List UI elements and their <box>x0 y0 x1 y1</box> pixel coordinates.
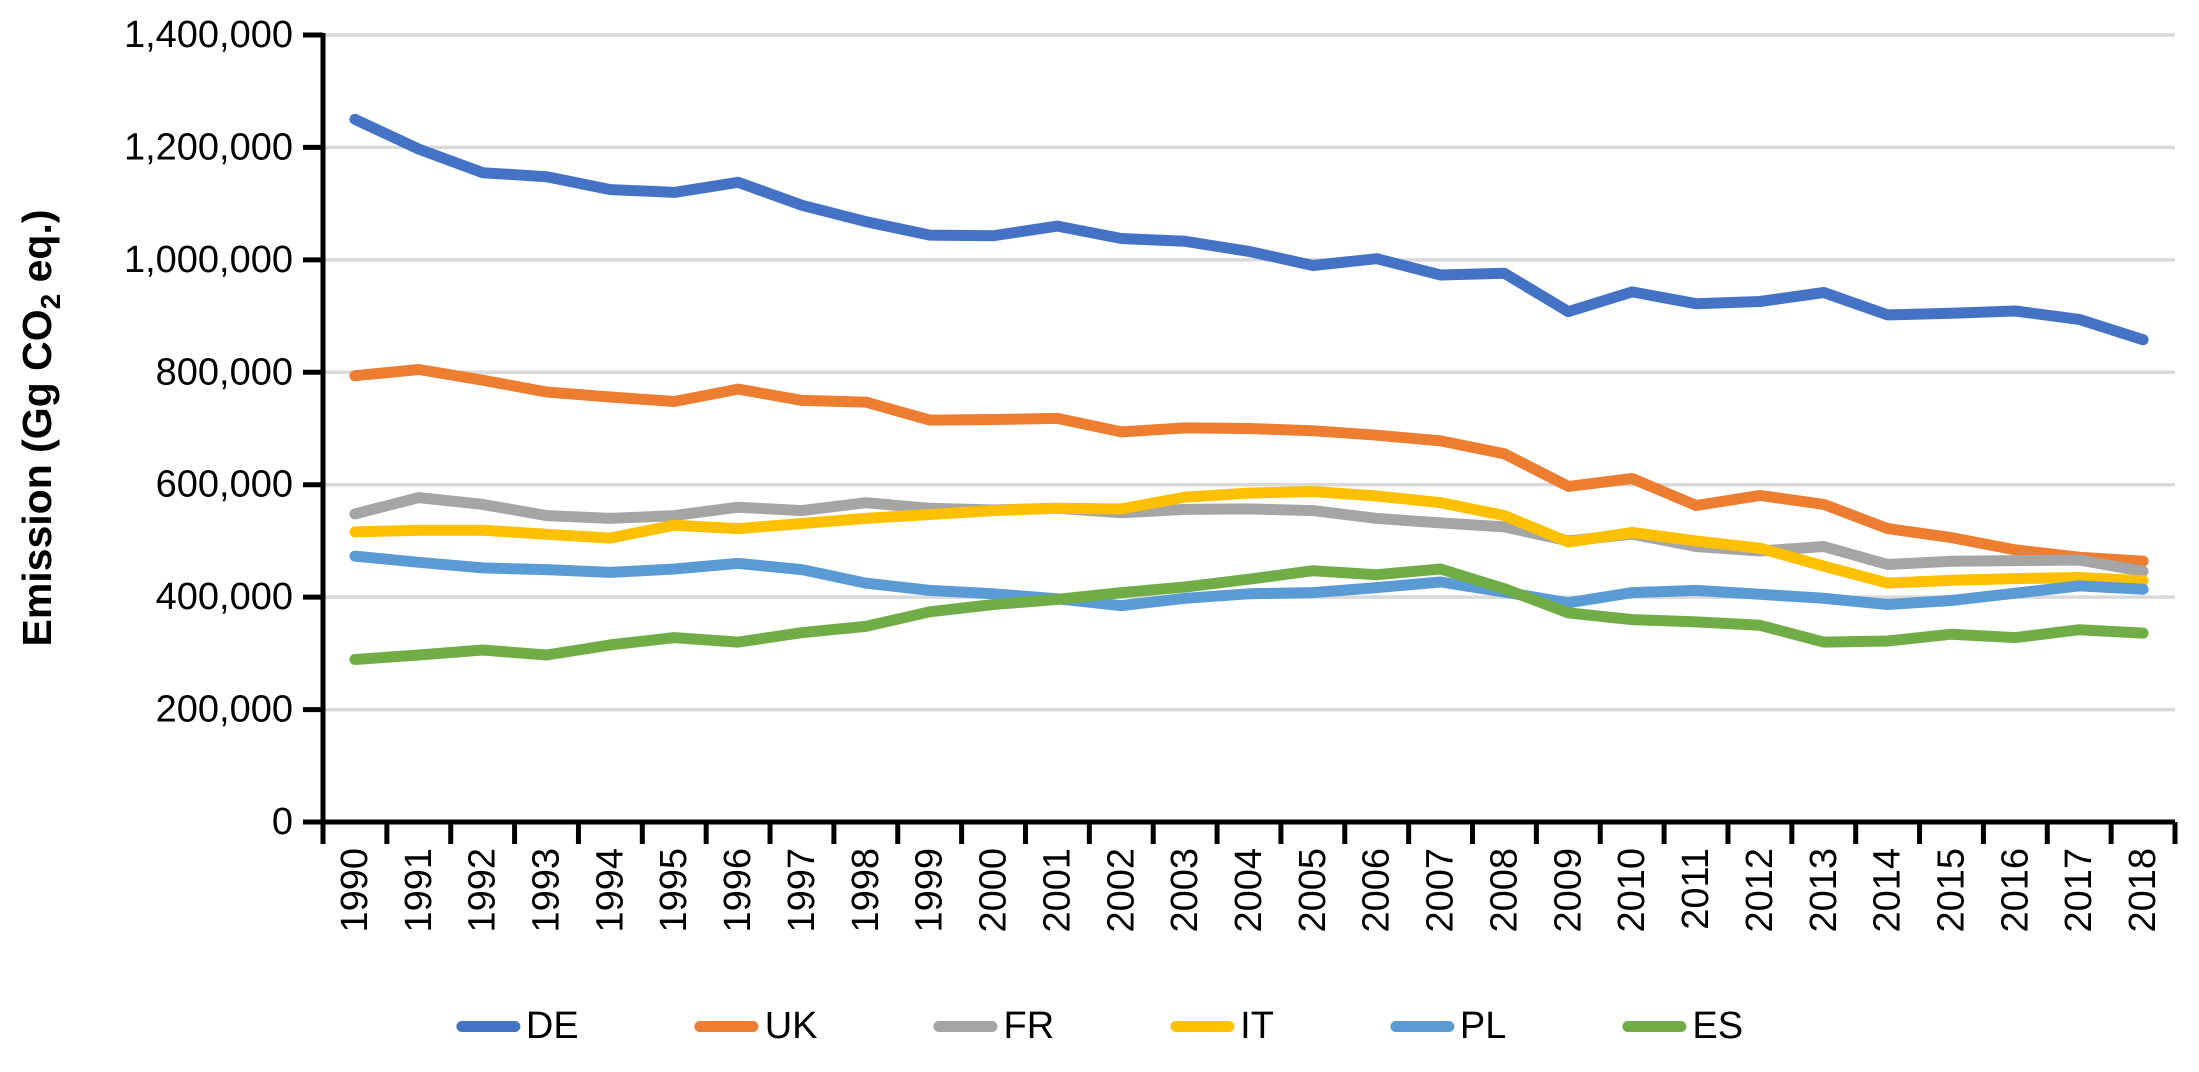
x-tick-label-year: 2012 <box>1739 848 1781 933</box>
series-line-pl <box>349 550 2149 612</box>
x-tick-label-year: 2009 <box>1547 848 1589 933</box>
legend-swatch-it <box>1170 1021 1235 1032</box>
x-tick-label-year: 2011 <box>1675 848 1717 930</box>
legend-label-pl: PL <box>1459 1005 1507 1047</box>
legend-swatch-pl <box>1389 1021 1454 1032</box>
y-tick-label: 400,000 <box>156 576 293 618</box>
legend-label-fr: FR <box>1003 1005 1055 1047</box>
series-line-uk <box>349 364 2149 567</box>
x-tick-label-year: 2001 <box>1036 848 1078 933</box>
legend: DE UK FR IT PL ES <box>455 1005 1743 1048</box>
plot-area: 0 200,000 400,000 600,000 800,000 1,000,000 1,… <box>124 14 2178 933</box>
x-tick-label-year: 1993 <box>526 848 568 933</box>
series-line-fr <box>349 492 2149 577</box>
axes <box>303 33 2175 844</box>
x-tick-label-year: 2006 <box>1356 848 1398 933</box>
y-axis-title-suffix: eq.) <box>14 209 60 294</box>
y-tick-label: 1,200,000 <box>124 126 293 168</box>
legend-item-uk: UK <box>694 1005 818 1048</box>
x-axis-ticks-and-labels: 1990 1991 1992 1993 1994 1995 1996 1997 1998 1999… <box>320 822 2178 933</box>
gridlines <box>323 33 2175 712</box>
y-tick-label: 1,400,000 <box>124 14 293 56</box>
x-tick-label-year: 1992 <box>462 848 504 933</box>
y-tick-label: 0 <box>272 801 293 843</box>
series-line-de <box>349 113 2149 346</box>
y-axis-title: Emission (Gg CO2 eq.) <box>11 0 67 878</box>
y-axis-title-subscript: 2 <box>35 293 67 310</box>
x-tick-label-year: 2000 <box>973 848 1015 933</box>
data-series <box>349 113 2149 665</box>
y-tick-label: 1,000,000 <box>124 239 293 281</box>
series-line-it <box>349 486 2149 589</box>
series-line-es <box>349 563 2149 665</box>
x-tick-label-year: 1991 <box>398 848 440 933</box>
legend-swatch-de <box>455 1021 520 1032</box>
x-tick-label-year: 2014 <box>1867 848 1909 933</box>
legend-item-it: IT <box>1170 1005 1274 1048</box>
legend-item-pl: PL <box>1389 1005 1507 1048</box>
x-tick-label-year: 1990 <box>334 848 376 933</box>
legend-swatch-uk <box>694 1021 759 1032</box>
legend-swatch-fr <box>933 1021 998 1032</box>
x-tick-label-year: 2002 <box>1100 848 1142 933</box>
x-tick-label-year: 1994 <box>589 848 631 933</box>
legend-swatch-es <box>1622 1021 1687 1032</box>
y-tick-label: 200,000 <box>156 689 293 731</box>
legend-item-fr: FR <box>933 1005 1054 1048</box>
legend-item-es: ES <box>1622 1005 1743 1048</box>
x-tick-label-year: 1999 <box>909 848 951 933</box>
legend-label-uk: UK <box>764 1005 818 1047</box>
y-tick-label: 600,000 <box>156 464 293 506</box>
x-tick-label-year: 1995 <box>653 848 695 933</box>
x-tick-label-year: 2008 <box>1483 848 1525 933</box>
x-tick-label-year: 1996 <box>717 848 759 933</box>
x-tick-label-year: 2010 <box>1611 848 1653 933</box>
x-tick-label-year: 2017 <box>2058 848 2100 933</box>
legend-label-it: IT <box>1240 1005 1274 1047</box>
y-axis-title-text: Emission (Gg CO <box>14 309 60 647</box>
x-tick-label-year: 2013 <box>1803 848 1845 933</box>
x-tick-label-year: 1998 <box>845 848 887 933</box>
y-tick-label: 800,000 <box>156 351 293 393</box>
x-tick-label-year: 2016 <box>1994 848 2036 933</box>
x-tick-label-year: 2018 <box>2122 848 2164 933</box>
x-tick-label-year: 2003 <box>1164 848 1206 933</box>
legend-label-es: ES <box>1692 1005 1744 1047</box>
x-tick-label-year: 1997 <box>781 848 823 933</box>
legend-item-de: DE <box>455 1005 579 1048</box>
x-tick-label-year: 2004 <box>1228 848 1270 933</box>
legend-label-de: DE <box>525 1005 579 1047</box>
x-tick-label-year: 2015 <box>1930 848 1972 933</box>
y-axis-ticks-and-labels: 0 200,000 400,000 600,000 800,000 1,000,000 1,… <box>124 14 323 843</box>
x-tick-label-year: 2005 <box>1292 848 1334 933</box>
x-tick-label-year: 2007 <box>1420 848 1462 933</box>
